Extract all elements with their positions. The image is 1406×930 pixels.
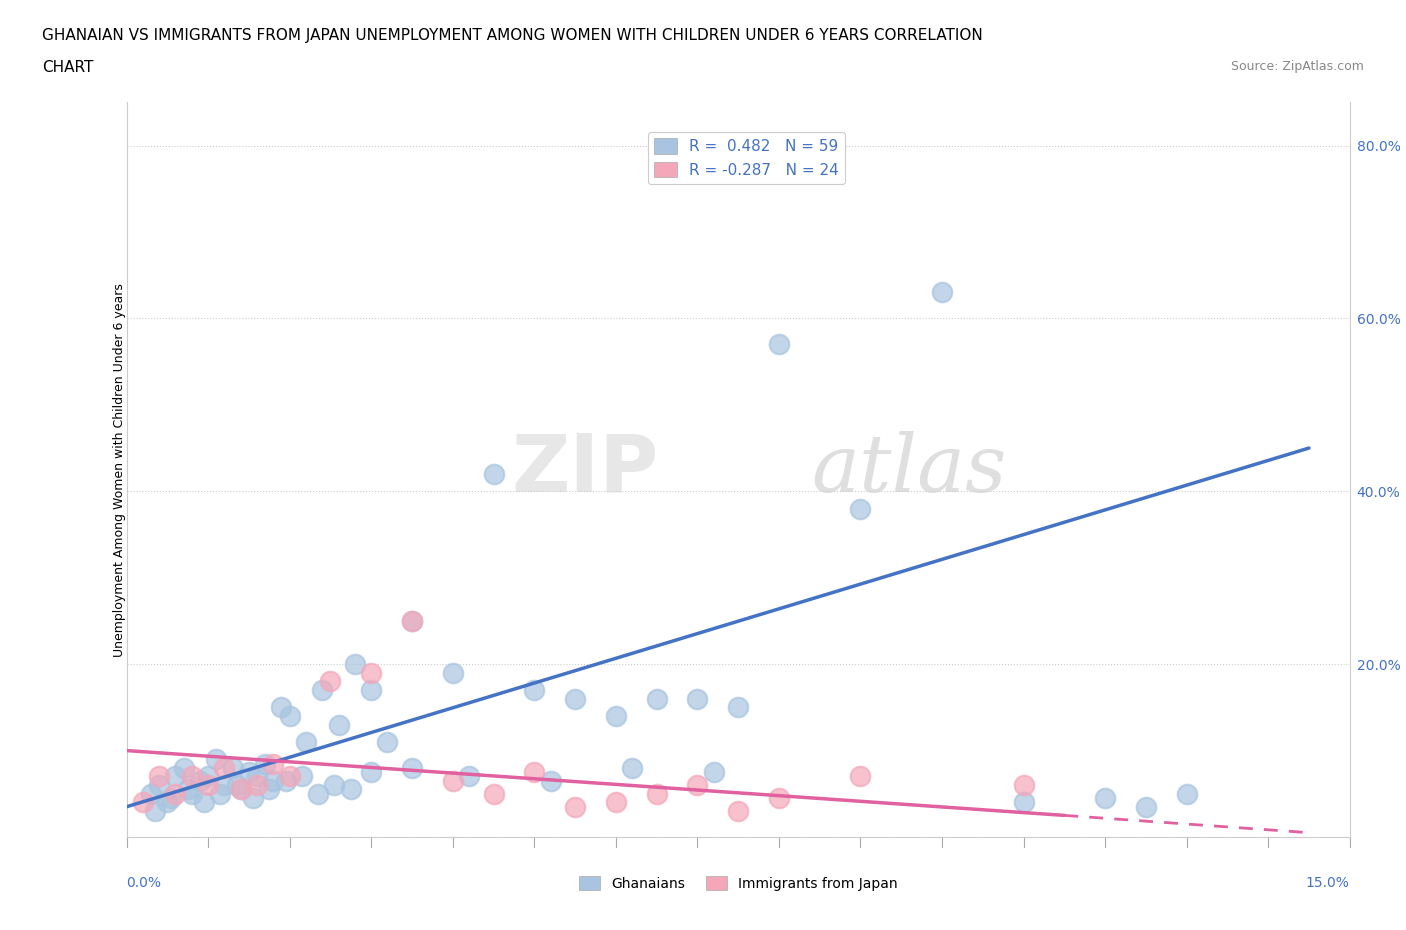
Point bbox=[165, 787, 187, 802]
Point bbox=[132, 795, 155, 810]
Point bbox=[214, 761, 236, 776]
Point bbox=[458, 769, 481, 784]
Point bbox=[188, 774, 211, 789]
Point bbox=[262, 774, 284, 789]
Point bbox=[214, 777, 236, 792]
Point bbox=[401, 761, 423, 776]
Point bbox=[703, 764, 725, 779]
Point bbox=[340, 782, 363, 797]
Point bbox=[242, 790, 264, 805]
Point bbox=[727, 804, 749, 818]
Point bbox=[645, 691, 668, 706]
Point bbox=[768, 790, 790, 805]
Point bbox=[307, 787, 329, 802]
Point bbox=[156, 795, 179, 810]
Point bbox=[360, 683, 382, 698]
Point bbox=[295, 735, 318, 750]
Text: GHANAIAN VS IMMIGRANTS FROM JAPAN UNEMPLOYMENT AMONG WOMEN WITH CHILDREN UNDER 6: GHANAIAN VS IMMIGRANTS FROM JAPAN UNEMPL… bbox=[42, 28, 983, 43]
Point bbox=[564, 799, 586, 814]
Point bbox=[377, 735, 399, 750]
Point bbox=[482, 787, 505, 802]
Point bbox=[229, 782, 252, 797]
Point bbox=[1175, 787, 1198, 802]
Text: 15.0%: 15.0% bbox=[1306, 876, 1350, 890]
Point bbox=[148, 777, 170, 792]
Point bbox=[1012, 795, 1035, 810]
Point bbox=[209, 787, 232, 802]
Point bbox=[1135, 799, 1157, 814]
Point bbox=[564, 691, 586, 706]
Legend: Ghanaians, Immigrants from Japan: Ghanaians, Immigrants from Japan bbox=[574, 870, 903, 897]
Point bbox=[686, 777, 709, 792]
Point bbox=[139, 787, 162, 802]
Point bbox=[225, 777, 247, 792]
Point bbox=[360, 665, 382, 680]
Text: CHART: CHART bbox=[42, 60, 94, 75]
Y-axis label: Unemployment Among Women with Children Under 6 years: Unemployment Among Women with Children U… bbox=[112, 283, 127, 657]
Point bbox=[686, 691, 709, 706]
Point bbox=[360, 764, 382, 779]
Point bbox=[173, 761, 195, 776]
Point bbox=[197, 769, 219, 784]
Point bbox=[278, 769, 301, 784]
Point bbox=[238, 764, 260, 779]
Point bbox=[254, 756, 277, 771]
Point bbox=[274, 774, 297, 789]
Point bbox=[401, 614, 423, 629]
Text: 0.0%: 0.0% bbox=[127, 876, 162, 890]
Point bbox=[540, 774, 562, 789]
Text: ZIP: ZIP bbox=[512, 431, 658, 509]
Text: atlas: atlas bbox=[811, 431, 1007, 509]
Point bbox=[441, 774, 464, 789]
Point bbox=[323, 777, 346, 792]
Point bbox=[143, 804, 166, 818]
Point bbox=[849, 769, 872, 784]
Point bbox=[441, 665, 464, 680]
Point bbox=[197, 777, 219, 792]
Point bbox=[246, 769, 269, 784]
Point bbox=[180, 787, 202, 802]
Point bbox=[221, 761, 243, 776]
Point bbox=[148, 769, 170, 784]
Point bbox=[160, 790, 183, 805]
Point bbox=[523, 764, 546, 779]
Point bbox=[311, 683, 333, 698]
Point bbox=[165, 769, 187, 784]
Point bbox=[319, 674, 342, 689]
Point bbox=[849, 501, 872, 516]
Point bbox=[246, 777, 269, 792]
Point bbox=[193, 795, 215, 810]
Point bbox=[262, 756, 284, 771]
Point bbox=[401, 614, 423, 629]
Point bbox=[523, 683, 546, 698]
Point bbox=[931, 285, 953, 299]
Point bbox=[291, 769, 314, 784]
Point bbox=[605, 795, 627, 810]
Point bbox=[605, 709, 627, 724]
Point bbox=[1094, 790, 1116, 805]
Point bbox=[645, 787, 668, 802]
Point bbox=[343, 657, 366, 671]
Point bbox=[270, 700, 292, 715]
Point bbox=[259, 782, 281, 797]
Point bbox=[180, 769, 202, 784]
Point bbox=[205, 751, 228, 766]
Point bbox=[768, 337, 790, 352]
Point bbox=[328, 717, 350, 732]
Point bbox=[278, 709, 301, 724]
Text: Source: ZipAtlas.com: Source: ZipAtlas.com bbox=[1230, 60, 1364, 73]
Point bbox=[727, 700, 749, 715]
Point bbox=[229, 782, 252, 797]
Point bbox=[621, 761, 644, 776]
Point bbox=[482, 467, 505, 482]
Point bbox=[1012, 777, 1035, 792]
Point bbox=[177, 782, 200, 797]
